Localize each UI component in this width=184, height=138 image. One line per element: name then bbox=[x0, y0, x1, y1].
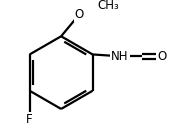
Text: F: F bbox=[26, 113, 33, 126]
Text: O: O bbox=[157, 50, 166, 63]
Text: CH₃: CH₃ bbox=[98, 0, 119, 12]
Text: O: O bbox=[75, 8, 84, 21]
Text: NH: NH bbox=[111, 50, 129, 63]
